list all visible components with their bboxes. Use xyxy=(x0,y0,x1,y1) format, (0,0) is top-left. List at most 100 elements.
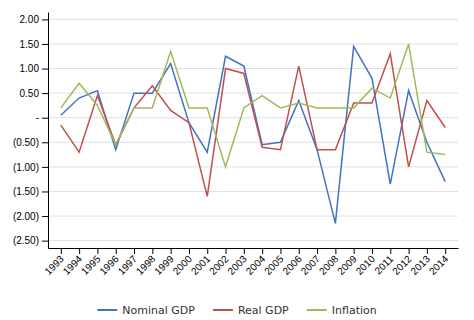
y-tick-label: 1.00 xyxy=(20,63,40,74)
grid-line xyxy=(48,216,458,217)
x-tick-label: 2012 xyxy=(390,253,414,277)
grid xyxy=(48,19,458,240)
x-tick: 2006 xyxy=(280,248,304,277)
series-line xyxy=(61,54,445,197)
x-tick-label: 1995 xyxy=(79,253,103,277)
x-tick-label: 2003 xyxy=(225,253,249,277)
y-tick-label: 2.00 xyxy=(20,14,40,25)
y-tick: 2.00 xyxy=(20,14,48,25)
x-tick: 2001 xyxy=(189,248,213,277)
x-tick-mark xyxy=(280,248,281,254)
x-tick-label: 1993 xyxy=(42,253,66,277)
y-axis-line xyxy=(48,13,49,249)
legend-label: Real GDP xyxy=(238,304,289,317)
x-tick: 2010 xyxy=(354,248,378,277)
x-tick: 2009 xyxy=(335,248,359,277)
x-tick-mark xyxy=(244,248,245,254)
legend-item: Inflation xyxy=(307,304,377,317)
y-axis: 2.00 1.50 1.00 0.50 - (0.50) (1.00) (1.50) (2.00… xyxy=(13,13,49,249)
grid-line xyxy=(48,240,458,241)
x-tick: 2003 xyxy=(225,248,249,277)
y-tick: (1.00) xyxy=(13,162,48,173)
grid-line xyxy=(48,142,458,143)
x-tick-mark xyxy=(262,248,263,254)
grid-line xyxy=(48,117,458,118)
x-tick-label: 2001 xyxy=(189,253,213,277)
legend-label: Inflation xyxy=(332,304,377,317)
y-tick-mark xyxy=(42,69,48,70)
x-tick-mark xyxy=(152,248,153,254)
y-tick: 1.00 xyxy=(20,63,48,74)
y-tick: - xyxy=(36,112,48,123)
x-tick-label: 1994 xyxy=(61,253,85,277)
x-tick: 1996 xyxy=(97,248,121,277)
y-tick-label: 0.50 xyxy=(20,88,40,99)
x-tick-label: 1998 xyxy=(134,253,158,277)
y-tick-mark xyxy=(42,216,48,217)
series-line xyxy=(61,44,445,167)
x-tick-mark xyxy=(171,248,172,254)
x-tick-mark xyxy=(335,248,336,254)
legend: Nominal GDP Real GDP Inflation xyxy=(97,304,376,317)
x-tick-label: 2005 xyxy=(262,253,286,277)
x-tick-mark xyxy=(207,248,208,254)
x-tick-mark xyxy=(97,248,98,254)
legend-label: Nominal GDP xyxy=(122,304,195,317)
plot: 2.00 1.50 1.00 0.50 - (0.50) (1.00) (1.50) (2.00… xyxy=(13,13,459,277)
series-line xyxy=(61,46,445,223)
x-tick: 1999 xyxy=(152,248,176,277)
x-tick-label: 1999 xyxy=(152,253,176,277)
x-tick: 1997 xyxy=(116,248,140,277)
x-tick: 1994 xyxy=(61,248,85,277)
y-tick-mark xyxy=(42,241,48,242)
x-tick-mark xyxy=(390,248,391,254)
y-tick-mark xyxy=(42,44,48,45)
x-tick-mark xyxy=(409,248,410,254)
x-tick-mark xyxy=(427,248,428,254)
y-tick: (2.00) xyxy=(13,211,48,222)
x-tick-label: 2014 xyxy=(427,253,451,277)
x-tick-label: 2006 xyxy=(280,253,304,277)
x-tick: 2000 xyxy=(171,248,195,277)
grid-line xyxy=(48,191,458,192)
y-tick: (1.50) xyxy=(13,186,48,197)
x-tick-mark xyxy=(189,248,190,254)
x-tick-mark xyxy=(299,248,300,254)
x-tick-label: 2013 xyxy=(408,253,432,277)
x-tick: 1998 xyxy=(134,248,158,277)
x-tick: 2004 xyxy=(244,248,268,277)
y-tick-mark xyxy=(42,118,48,119)
x-tick-label: 2008 xyxy=(317,253,341,277)
x-tick-mark xyxy=(445,248,446,254)
y-tick-label: 1.50 xyxy=(20,39,40,50)
x-tick: 1995 xyxy=(79,248,103,277)
y-tick-label: (1.50) xyxy=(13,186,39,197)
y-tick-mark xyxy=(42,167,48,168)
x-tick: 2002 xyxy=(207,248,231,277)
grid-line xyxy=(48,43,458,44)
grid-line xyxy=(48,166,458,167)
chart: 2.00 1.50 1.00 0.50 - (0.50) (1.00) (1.50) (2.00… xyxy=(0,0,474,320)
x-tick-label: 2010 xyxy=(354,253,378,277)
x-axis: 1993199419951996199719981999200020012002… xyxy=(42,248,458,277)
y-tick-label: (2.50) xyxy=(13,235,39,246)
x-tick-label: 2002 xyxy=(207,253,231,277)
x-axis-line xyxy=(49,248,459,249)
y-tick: (0.50) xyxy=(13,137,48,148)
x-tick-label: 2007 xyxy=(299,253,323,277)
x-tick-mark xyxy=(317,248,318,254)
y-tick-mark xyxy=(42,19,48,20)
x-tick-mark xyxy=(354,248,355,254)
x-tick: 2007 xyxy=(299,248,323,277)
y-tick-mark xyxy=(42,191,48,192)
x-tick-mark xyxy=(61,248,62,254)
x-tick-mark xyxy=(226,248,227,254)
y-tick: 1.50 xyxy=(20,39,48,50)
x-tick-label: 1997 xyxy=(116,253,140,277)
grid-line xyxy=(48,19,458,20)
series-group xyxy=(61,44,445,223)
x-tick: 2005 xyxy=(262,248,286,277)
legend-swatch xyxy=(213,309,233,311)
y-tick-label: (1.00) xyxy=(13,162,39,173)
x-tick-label: 1996 xyxy=(97,253,121,277)
